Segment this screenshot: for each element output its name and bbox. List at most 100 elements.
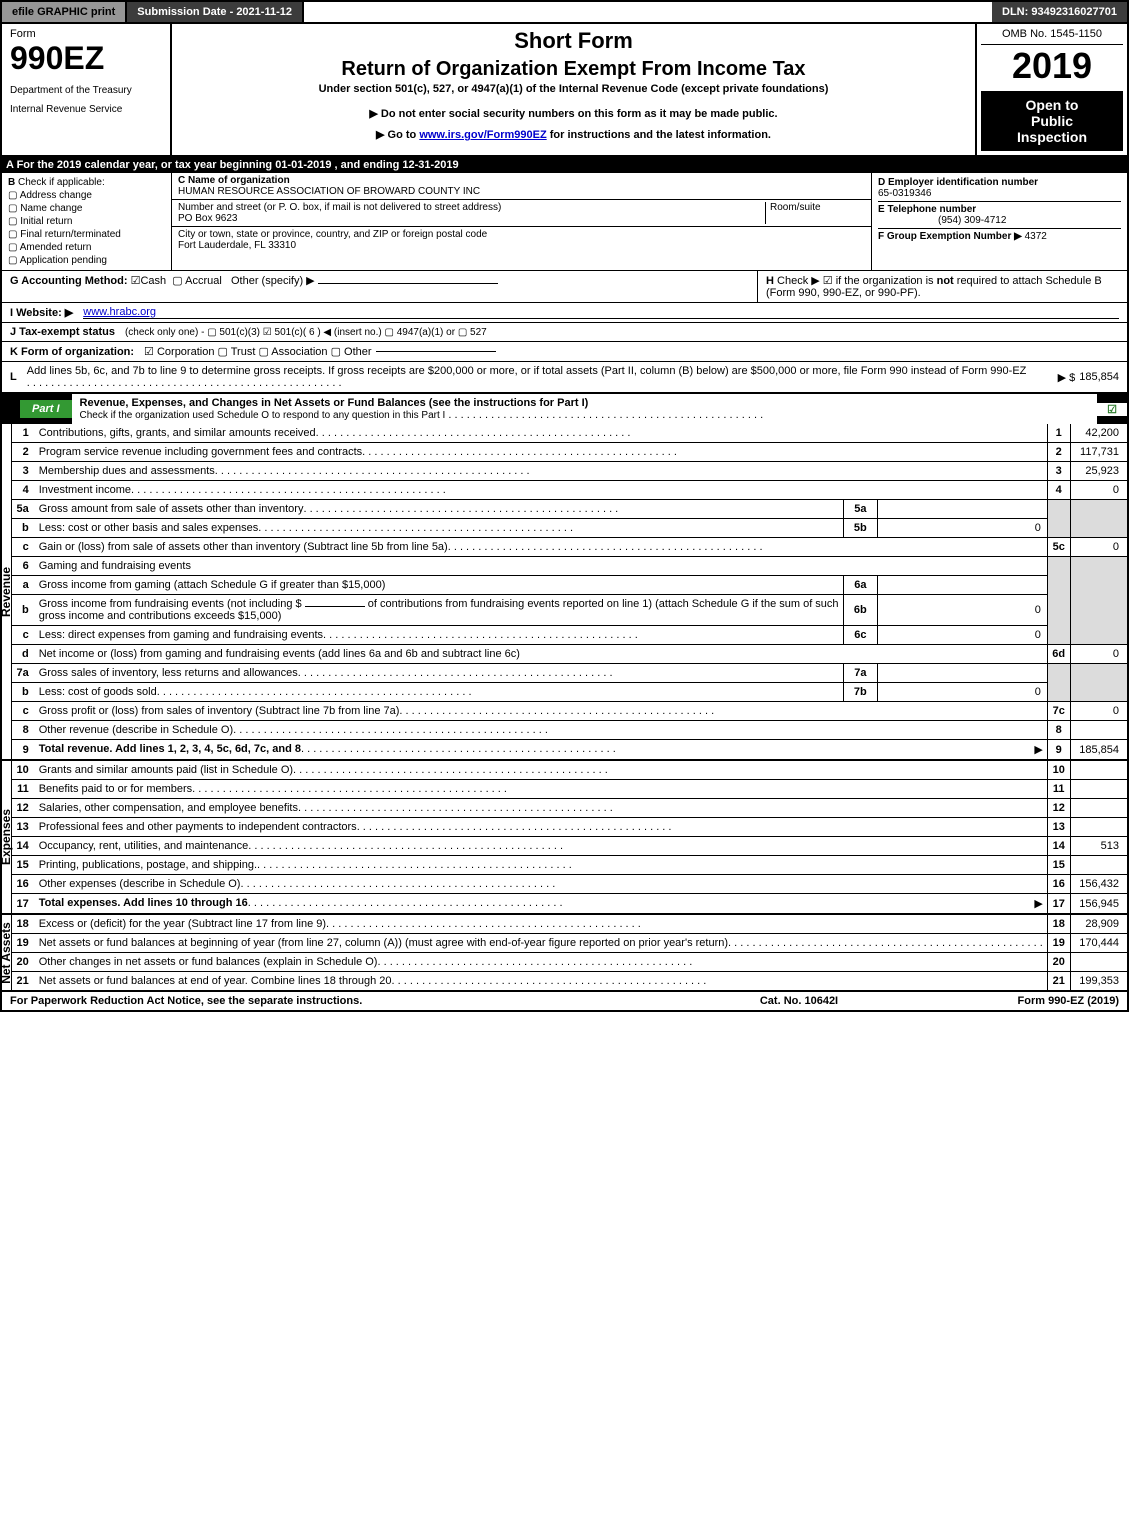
line-8-val	[1070, 721, 1128, 740]
open-to-public: Open to Public Inspection	[981, 91, 1123, 151]
e-phone-label: E Telephone number	[878, 204, 976, 215]
col-b-text: Check if applicable:	[18, 177, 105, 188]
department-2: Internal Revenue Service	[10, 104, 162, 115]
h-not: not	[937, 275, 954, 287]
row-k-form-org: K Form of organization: ☑ Corporation ▢ …	[0, 342, 1129, 362]
line-21-ln: 21	[1047, 972, 1070, 991]
footer-right: Form 990-EZ (2019)	[939, 995, 1119, 1007]
line-20-desc: Other changes in net assets or fund bala…	[39, 956, 378, 968]
line-8-desc: Other revenue (describe in Schedule O)	[39, 724, 233, 736]
form-number: 990EZ	[10, 40, 162, 77]
goto-link[interactable]: www.irs.gov/Form990EZ	[419, 129, 546, 141]
h-label: H	[766, 275, 774, 287]
dln-label: DLN: 93492316027701	[992, 2, 1127, 22]
column-d-ein: D Employer identification number 65-0319…	[872, 173, 1127, 270]
line-19-ln: 19	[1047, 934, 1070, 953]
row-j-tax-status: J Tax-exempt status (check only one) - ▢…	[0, 323, 1129, 342]
line-8-ln: 8	[1047, 721, 1070, 740]
part-1-header: Part I Revenue, Expenses, and Changes in…	[0, 394, 1129, 424]
line-5a-no: 5a	[11, 500, 34, 519]
line-10-desc: Grants and similar amounts paid (list in…	[39, 764, 293, 776]
line-16-val: 156,432	[1070, 875, 1128, 894]
line-7b-sub: 7b	[843, 683, 877, 702]
line-9-no: 9	[11, 740, 34, 761]
line-2-ln: 2	[1047, 443, 1070, 462]
open-l3: Inspection	[985, 129, 1119, 145]
g-cash: Cash	[140, 275, 166, 287]
line-6a-no: a	[11, 576, 34, 595]
side-revenue: Revenue	[0, 566, 13, 616]
g-accounting-label: G Accounting Method:	[10, 275, 128, 287]
chk-address-change[interactable]: ▢ Address change	[8, 190, 165, 201]
chk-final-return[interactable]: ▢ Final return/terminated	[8, 229, 165, 240]
department-1: Department of the Treasury	[10, 85, 162, 96]
form-word: Form	[10, 28, 162, 40]
line-15-desc: Printing, publications, postage, and shi…	[39, 859, 257, 871]
row-a-tax-year: A For the 2019 calendar year, or tax yea…	[0, 157, 1129, 173]
line-20-val	[1070, 953, 1128, 972]
line-10-no: 10	[11, 760, 34, 780]
efile-print-button[interactable]: efile GRAPHIC print	[2, 2, 127, 22]
line-7c-desc: Gross profit or (loss) from sales of inv…	[39, 705, 400, 717]
col-b-label: B	[8, 177, 15, 188]
line-18-desc: Excess or (deficit) for the year (Subtra…	[39, 918, 326, 930]
page-footer: For Paperwork Reduction Act Notice, see …	[0, 991, 1129, 1012]
line-6d-desc: Net income or (loss) from gaming and fun…	[39, 648, 520, 660]
line-2-val: 117,731	[1070, 443, 1128, 462]
line-6a-desc: Gross income from gaming (attach Schedul…	[39, 579, 386, 591]
d-ein-label: D Employer identification number	[878, 177, 1038, 188]
j-label: J Tax-exempt status	[10, 326, 115, 338]
line-14-ln: 14	[1047, 837, 1070, 856]
row-i-website: I Website: ▶ www.hrabc.org	[0, 303, 1129, 323]
line-3-ln: 3	[1047, 462, 1070, 481]
line-6b-subval: 0	[877, 595, 1047, 626]
line-16-no: 16	[11, 875, 34, 894]
line-16-desc: Other expenses (describe in Schedule O)	[39, 878, 241, 890]
line-15-ln: 15	[1047, 856, 1070, 875]
group-exemption-value: 4372	[1025, 231, 1047, 242]
line-11-val	[1070, 780, 1128, 799]
line-16-ln: 16	[1047, 875, 1070, 894]
line-7a-subval	[877, 664, 1047, 683]
goto-post: for instructions and the latest informat…	[550, 129, 771, 141]
chk-cash-icon[interactable]: ☑	[131, 275, 141, 287]
footer-center: Cat. No. 10642I	[659, 995, 939, 1007]
line-5b-subval: 0	[877, 519, 1047, 538]
line-7c-val: 0	[1070, 702, 1128, 721]
line-1-ln: 1	[1047, 424, 1070, 443]
line-11-no: 11	[11, 780, 34, 799]
part-1-checkbox[interactable]: ☑	[1097, 403, 1127, 416]
line-5c-no: c	[11, 538, 34, 557]
chk-h-icon[interactable]: ☑	[823, 275, 833, 287]
line-21-desc: Net assets or fund balances at end of ye…	[39, 975, 392, 987]
row-gh: G Accounting Method: ☑Cash ▢ Accrual Oth…	[0, 271, 1129, 303]
website-link[interactable]: www.hrabc.org	[83, 306, 1119, 319]
l-text: Add lines 5b, 6c, and 7b to line 9 to de…	[27, 365, 1054, 389]
line-7b-desc: Less: cost of goods sold	[39, 686, 157, 698]
g-accrual[interactable]: Accrual	[185, 275, 222, 287]
chk-name-change[interactable]: ▢ Name change	[8, 203, 165, 214]
line-19-desc: Net assets or fund balances at beginning…	[39, 937, 728, 949]
line-6d-ln: 6d	[1047, 645, 1070, 664]
line-4-no: 4	[11, 481, 34, 500]
ein-value: 65-0319346	[878, 188, 931, 199]
line-7a-desc: Gross sales of inventory, less returns a…	[39, 667, 298, 679]
line-7c-no: c	[11, 702, 34, 721]
line-5a-desc: Gross amount from sale of assets other t…	[39, 503, 304, 515]
line-1-no: 1	[11, 424, 34, 443]
line-2-no: 2	[11, 443, 34, 462]
line-5a-sub: 5a	[843, 500, 877, 519]
line-12-val	[1070, 799, 1128, 818]
k-text: ☑ Corporation ▢ Trust ▢ Association ▢ Ot…	[144, 345, 372, 358]
chk-amended-return[interactable]: ▢ Amended return	[8, 242, 165, 253]
chk-initial-return[interactable]: ▢ Initial return	[8, 216, 165, 227]
line-21-val: 199,353	[1070, 972, 1128, 991]
chk-application-pending[interactable]: ▢ Application pending	[8, 255, 165, 266]
submission-date-button[interactable]: Submission Date - 2021-11-12	[127, 2, 304, 22]
line-11-desc: Benefits paid to or for members	[39, 783, 192, 795]
line-6-desc: Gaming and fundraising events	[35, 557, 1048, 576]
line-19-no: 19	[11, 934, 34, 953]
line-15-val	[1070, 856, 1128, 875]
line-6c-subval: 0	[877, 626, 1047, 645]
org-city: Fort Lauderdale, FL 33310	[178, 240, 296, 251]
